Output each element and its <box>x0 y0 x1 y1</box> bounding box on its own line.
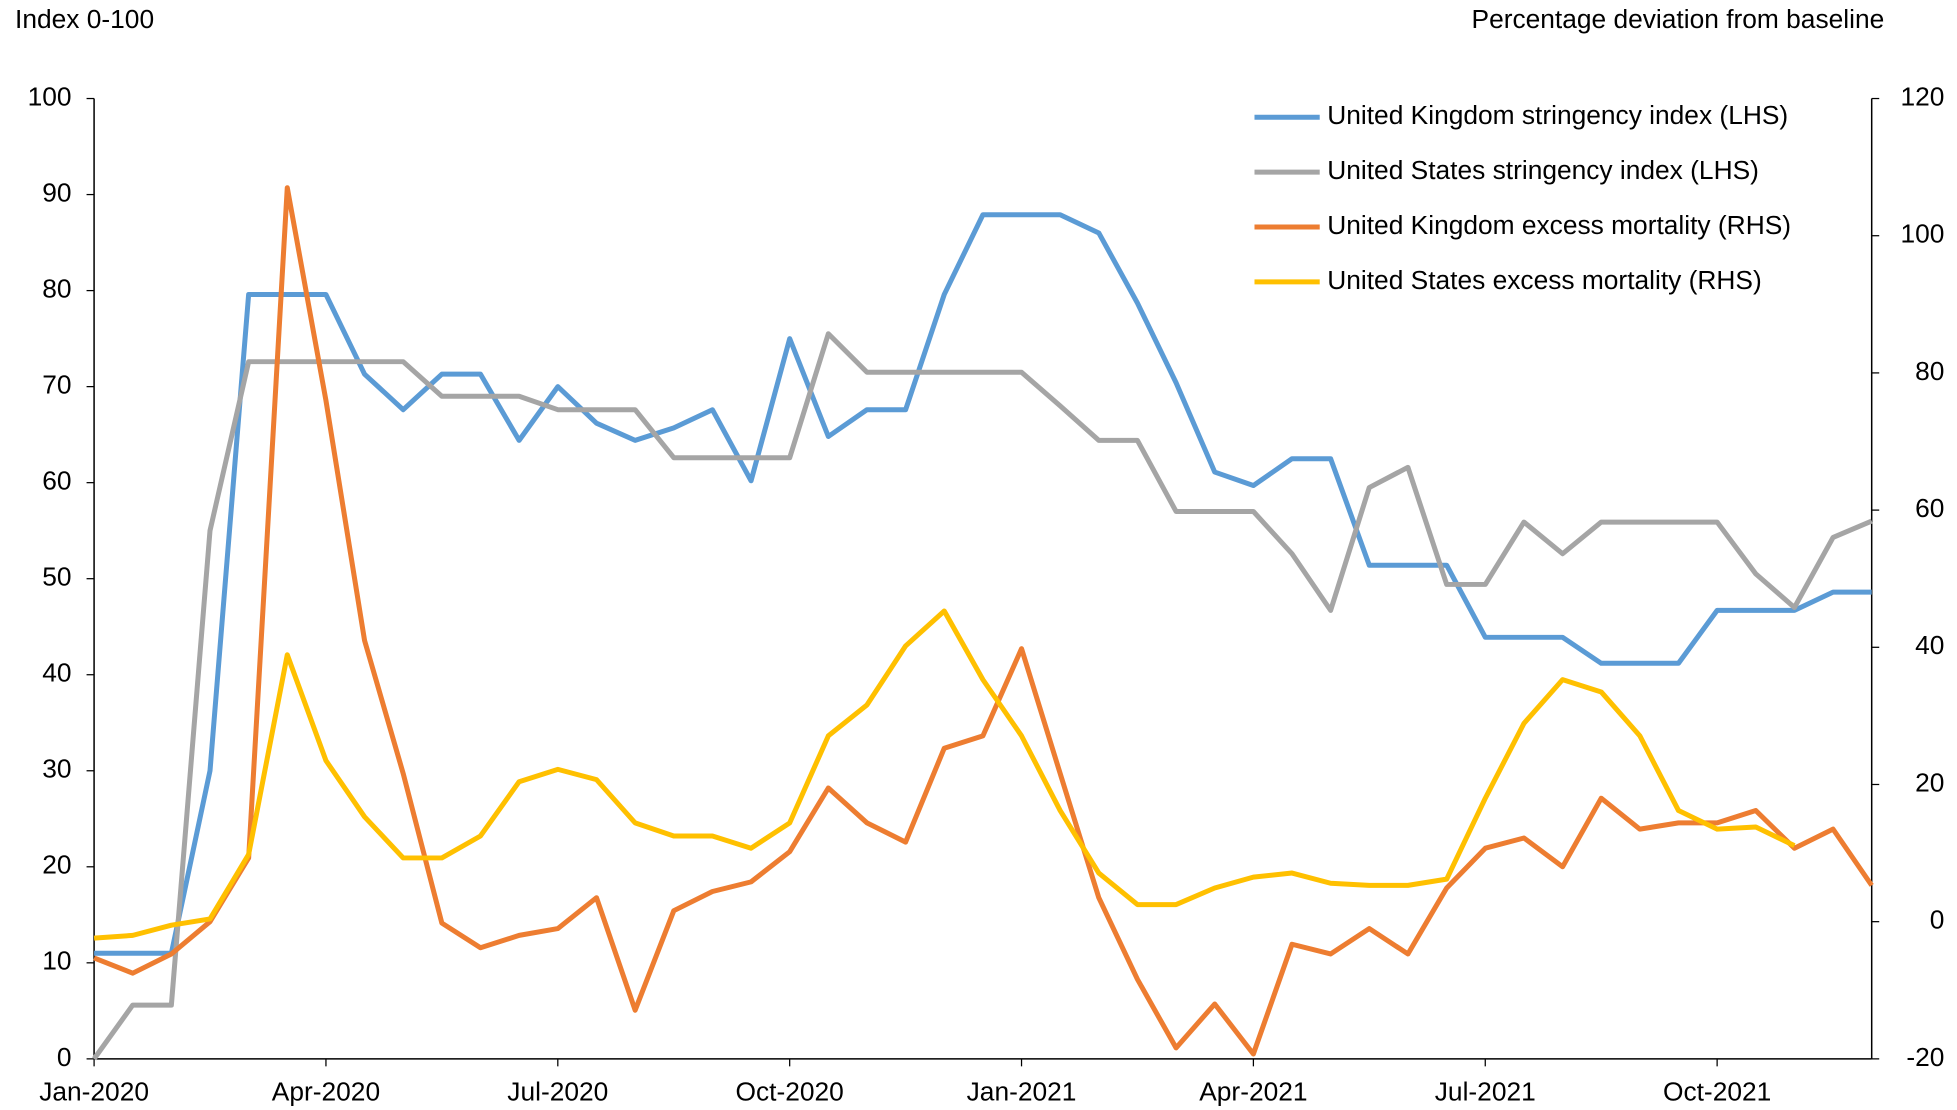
x-tick-label: Jan-2020 <box>39 1077 149 1107</box>
y-tick-label: 80 <box>42 274 71 304</box>
legend-label: United Kingdom excess mortality (RHS) <box>1327 210 1791 240</box>
x-tick-label: Apr-2021 <box>1199 1077 1307 1107</box>
legend-label: United Kingdom stringency index (LHS) <box>1327 100 1788 130</box>
legend-label: United States stringency index (LHS) <box>1327 155 1759 185</box>
y2-tick-label: 100 <box>1901 219 1945 249</box>
y2-tick-label: -20 <box>1906 1042 1944 1072</box>
y-tick-label: 0 <box>57 1042 72 1072</box>
y2-tick-label: 40 <box>1915 630 1944 660</box>
y-tick-label: 100 <box>28 82 72 112</box>
series-line <box>92 331 1873 1061</box>
y-tick-label: 70 <box>42 370 71 400</box>
x-tick-label: Jul-2021 <box>1435 1077 1536 1107</box>
y-tick-label: 90 <box>42 178 71 208</box>
y-tick-label: 50 <box>42 562 71 592</box>
series-line <box>93 185 1874 1057</box>
legend-label: United States excess mortality (RHS) <box>1327 265 1762 295</box>
y-tick-label: 30 <box>42 754 71 784</box>
series-line <box>93 608 1796 941</box>
y-axis-title: Index 0-100 <box>15 4 154 34</box>
y2-tick-label: 60 <box>1915 493 1944 523</box>
x-tick-label: Jul-2020 <box>507 1077 608 1107</box>
y2-tick-label: 120 <box>1901 82 1945 112</box>
x-tick-label: Oct-2020 <box>736 1077 844 1107</box>
y2-tick-label: 80 <box>1915 356 1944 386</box>
x-tick-label: Jan-2021 <box>967 1077 1077 1107</box>
y-tick-label: 60 <box>42 466 71 496</box>
y-tick-label: 20 <box>42 850 71 880</box>
x-tick-label: Oct-2021 <box>1663 1077 1771 1107</box>
y-tick-label: 10 <box>42 946 71 976</box>
x-tick-label: Apr-2020 <box>272 1077 380 1107</box>
y2-tick-label: 20 <box>1915 767 1944 797</box>
series-line <box>94 212 1872 956</box>
y2-tick-label: 0 <box>1930 905 1945 935</box>
y-tick-label: 40 <box>42 658 71 688</box>
y2-axis-title: Percentage deviation from baseline <box>1472 4 1885 34</box>
